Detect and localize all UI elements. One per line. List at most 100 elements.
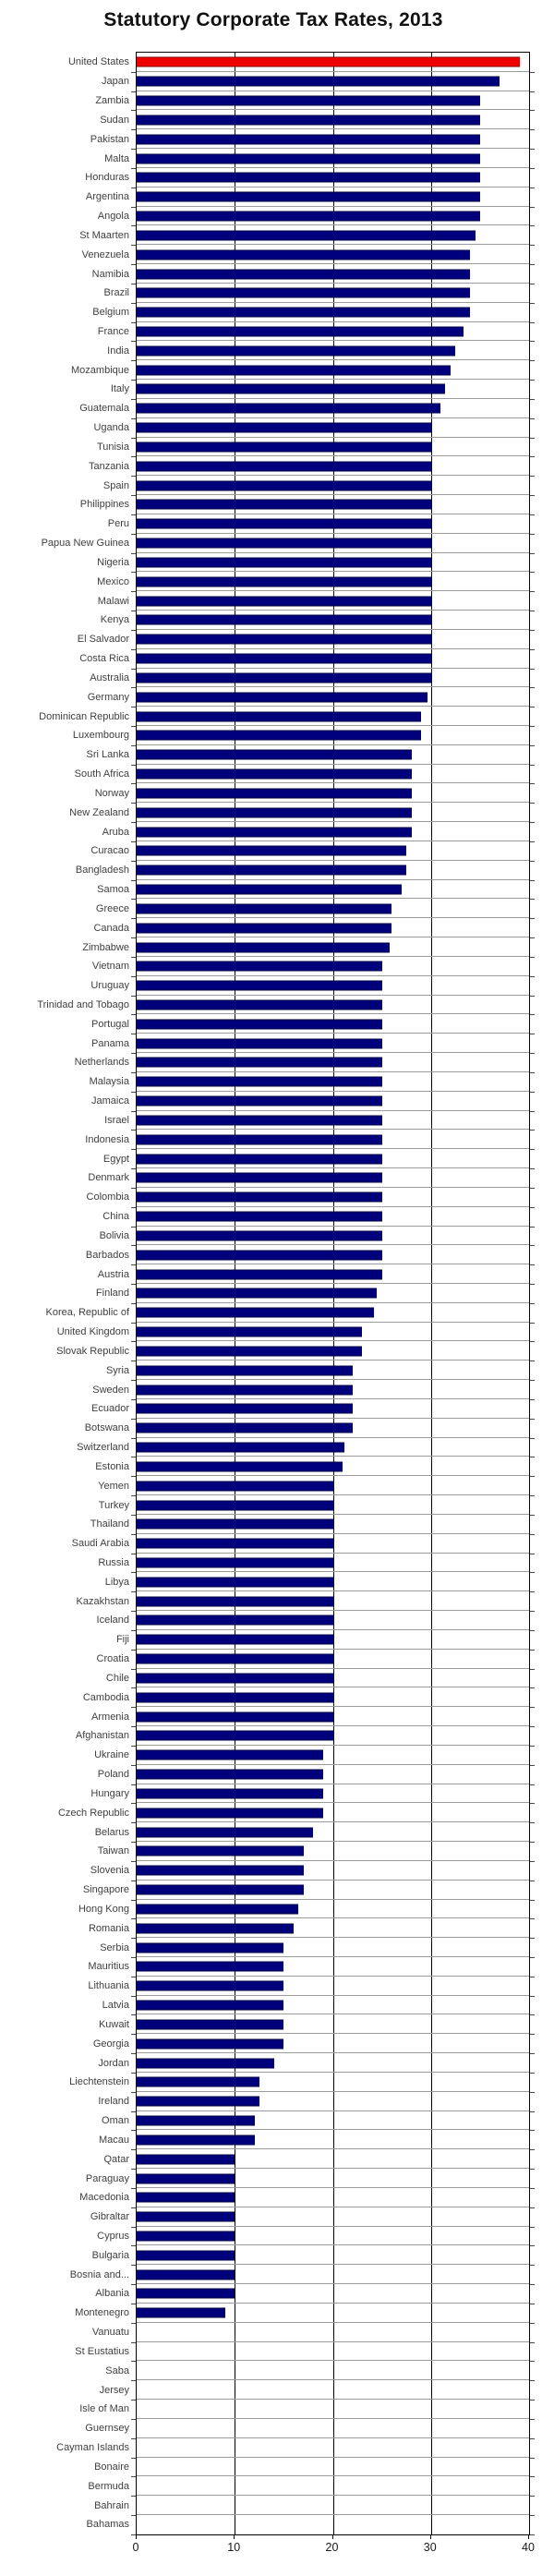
category-tick-left — [131, 167, 136, 169]
category-tick-left — [131, 1187, 136, 1189]
chart-row: Libya — [105, 1572, 535, 1593]
bar-portugal — [137, 1019, 382, 1030]
chart-row: Hong Kong — [78, 1900, 535, 1920]
category-tick-right — [530, 533, 535, 535]
bar-italy — [137, 383, 445, 394]
chart-row: Tanzania — [89, 456, 535, 478]
category-tick-right — [530, 398, 535, 400]
bar-croatia — [137, 1653, 333, 1664]
category-tick-left — [131, 495, 136, 497]
category-tick-left — [131, 1418, 136, 1420]
category-tick-left — [131, 2457, 136, 2459]
country-label: Bahamas — [86, 2519, 129, 2531]
country-label: Tunisia — [96, 441, 129, 453]
chart-row: Yemen — [98, 1476, 535, 1497]
country-label: Taiwan — [97, 1845, 129, 1857]
category-tick-right — [530, 1899, 535, 1901]
category-tick-left — [131, 2130, 136, 2132]
category-tick-right — [530, 1341, 535, 1343]
category-tick-right — [530, 2034, 535, 2036]
chart-row: Nigeria — [97, 553, 535, 574]
bar-papua-new-guinea — [137, 538, 431, 549]
category-tick-left — [131, 2207, 136, 2208]
category-tick-right — [530, 1187, 535, 1189]
bar-bosnia-and- — [137, 2269, 235, 2280]
chart-row: Latvia — [102, 1996, 535, 2016]
category-tick-left — [131, 1091, 136, 1093]
bar-ecuador — [137, 1403, 353, 1414]
chart-row: Belarus — [95, 1822, 535, 1844]
chart-row: Chile — [106, 1669, 535, 1689]
category-tick-left — [131, 1071, 136, 1073]
category-tick-left — [131, 995, 136, 997]
category-tick-right — [530, 860, 535, 862]
category-tick-right — [530, 1053, 535, 1055]
country-label: Botswana — [84, 1422, 129, 1434]
chart-row: Kazakhstan — [77, 1591, 535, 1613]
country-label: Indonesia — [85, 1133, 129, 1145]
category-tick-left — [131, 2322, 136, 2324]
country-label: Curacao — [90, 845, 129, 857]
chart-row: Barbados — [86, 1245, 535, 1266]
x-tick-mark-40 — [528, 2534, 529, 2539]
country-label: Cyprus — [97, 2230, 129, 2242]
bar-oman — [137, 2115, 255, 2126]
category-tick-right — [530, 1495, 535, 1497]
country-label: India — [107, 345, 129, 357]
country-label: Angola — [97, 211, 129, 223]
bar-thailand — [137, 1518, 333, 1530]
x-tick-mark-30 — [429, 2534, 431, 2539]
chart-row: Malaysia — [90, 1072, 535, 1093]
category-tick-right — [530, 879, 535, 881]
bar-zambia — [137, 95, 480, 106]
chart-row: Afghanistan — [76, 1726, 535, 1747]
category-tick-right — [530, 360, 535, 362]
chart-row: Italy — [111, 380, 535, 400]
category-tick-left — [131, 187, 136, 188]
category-tick-right — [530, 380, 535, 381]
category-tick-left — [131, 2034, 136, 2036]
country-label: Lithuania — [88, 1980, 129, 1992]
category-tick-left — [131, 225, 136, 227]
bar-china — [137, 1211, 382, 1222]
category-tick-left — [131, 245, 136, 247]
category-tick-right — [530, 514, 535, 515]
country-label: Armenia — [91, 1711, 129, 1723]
category-tick-right — [530, 975, 535, 977]
country-label: Aruba — [102, 826, 129, 838]
country-label: St Eustatius — [75, 2345, 129, 2357]
chart-row: Australia — [90, 669, 535, 689]
category-tick-right — [530, 2245, 535, 2247]
bar-serbia — [137, 1942, 284, 1953]
bar-slovenia — [137, 1865, 304, 1876]
country-label: Malawi — [97, 595, 129, 607]
country-label: Italy — [110, 383, 129, 395]
category-tick-left — [131, 1514, 136, 1516]
category-tick-right — [530, 572, 535, 574]
chart-row: United States — [68, 53, 535, 73]
chart-row: Trinidad and Tobago — [37, 996, 535, 1016]
category-tick-right — [530, 2496, 535, 2497]
category-tick-right — [530, 2091, 535, 2093]
chart-row: Namibia — [92, 264, 535, 284]
category-tick-right — [530, 1284, 535, 1285]
chart-row: South Africa — [75, 765, 535, 785]
category-tick-left — [131, 2245, 136, 2247]
category-tick-right — [530, 1995, 535, 1997]
chart-row: Panama — [91, 1034, 535, 1055]
country-label: Uruguay — [90, 980, 129, 992]
bar-saudi-arabia — [137, 1538, 333, 1549]
category-tick-right — [530, 187, 535, 188]
chart-row: Cambodia — [83, 1687, 535, 1709]
bar-romania — [137, 1923, 294, 1934]
category-tick-left — [131, 783, 136, 785]
category-tick-right — [530, 129, 535, 131]
category-tick-left — [131, 956, 136, 958]
category-tick-left — [131, 1398, 136, 1400]
country-label: Jersey — [99, 2384, 129, 2396]
category-tick-left — [131, 417, 136, 419]
bar-luxembourg — [137, 730, 422, 741]
bar-turkey — [137, 1500, 333, 1511]
chart-row: Poland — [98, 1765, 535, 1785]
category-tick-left — [131, 552, 136, 554]
